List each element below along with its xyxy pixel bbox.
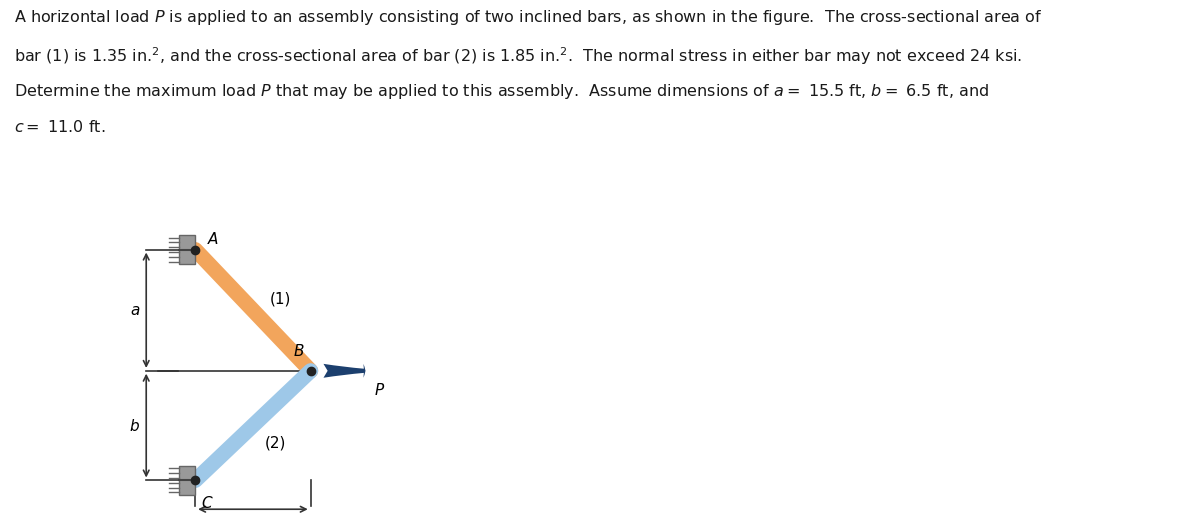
Text: Determine the maximum load $P$ that may be applied to this assembly.  Assume dim: Determine the maximum load $P$ that may … xyxy=(14,82,989,101)
Text: $c =$ 11.0 ft.: $c =$ 11.0 ft. xyxy=(14,119,106,135)
Text: $C$: $C$ xyxy=(202,495,214,511)
Text: bar (1) is 1.35 in.$^{2}$, and the cross-sectional area of bar (2) is 1.85 in.$^: bar (1) is 1.35 in.$^{2}$, and the cross… xyxy=(14,45,1022,66)
Text: $P$: $P$ xyxy=(374,382,385,398)
Text: A horizontal load $P$ is applied to an assembly consisting of two inclined bars,: A horizontal load $P$ is applied to an a… xyxy=(14,8,1043,27)
Bar xyxy=(179,235,196,264)
Bar xyxy=(179,466,196,495)
Text: $B$: $B$ xyxy=(293,344,305,359)
Text: (1): (1) xyxy=(270,291,292,306)
Text: $b$: $b$ xyxy=(130,418,140,434)
Text: $A$: $A$ xyxy=(206,231,218,247)
Text: (2): (2) xyxy=(264,435,286,451)
Text: $a$: $a$ xyxy=(130,303,140,318)
